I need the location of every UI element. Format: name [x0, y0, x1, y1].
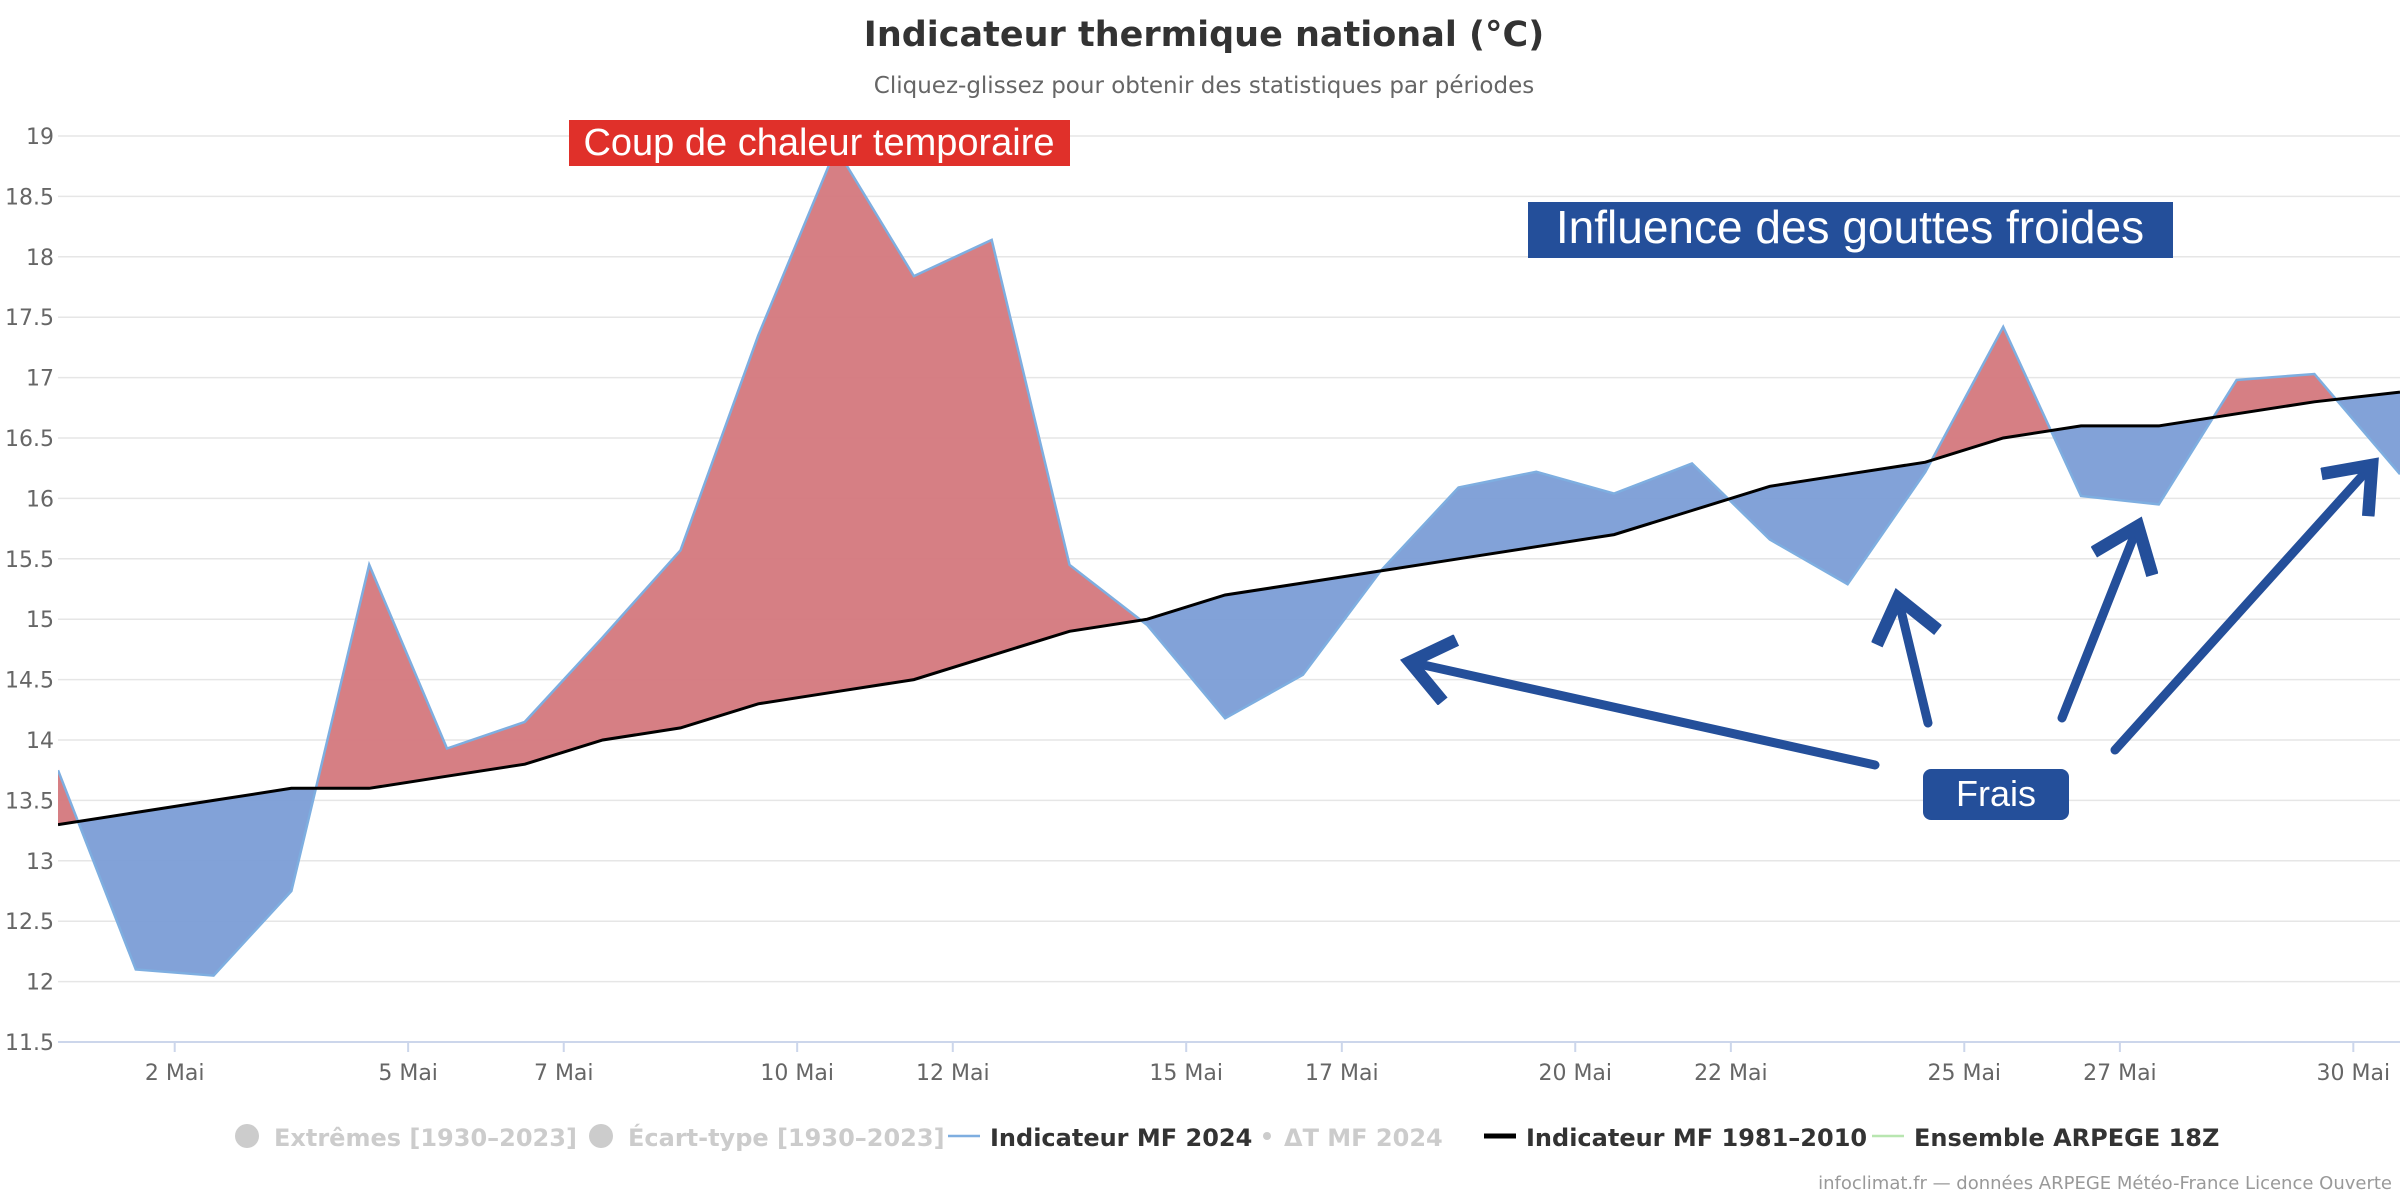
legend: Extrêmes [1930–2023] Écart-type [1930–202… [235, 1123, 2219, 1152]
cool-anomaly-area [1140, 463, 1729, 719]
y-tick-label: 12 [26, 971, 54, 996]
annotation-frais-label: Frais [1956, 773, 2036, 814]
y-tick-label: 13.5 [5, 789, 54, 814]
y-tick-label: 11.5 [5, 1031, 54, 1056]
annotation-cold-drops-bg [1528, 202, 2173, 258]
warm-anomaly-area [1931, 326, 2051, 461]
warm-anomaly-area [315, 148, 1141, 789]
annotation-arrows [1410, 465, 2372, 770]
annotation-heatwave: Coup de chaleur temporaire [569, 120, 1070, 166]
y-tick-label: 16 [26, 487, 54, 512]
y-tick-label: 17 [26, 367, 54, 392]
x-tick-label: 5 Mai [378, 1061, 438, 1086]
chart-subtitle: Cliquez-glissez pour obtenir des statist… [874, 73, 1534, 99]
cool-anomaly-area [2050, 417, 2214, 505]
series-lines [58, 145, 2400, 977]
annotation-cold-drops-label: Influence des gouttes froides [1556, 201, 2144, 253]
annotation-heatwave-label: Coup de chaleur temporaire [583, 122, 1054, 164]
x-axis: 2 Mai 5 Mai 7 Mai 10 Mai 12 Mai 15 Mai 17 Mai 2… [145, 1042, 2390, 1086]
chart-title: Indicateur thermique national (°C) [864, 15, 1544, 55]
warm-anomaly-area [2213, 374, 2336, 418]
legend-label: ΔT MF 2024 [1284, 1124, 1443, 1152]
legend-label: Indicateur MF 2024 [990, 1124, 1252, 1152]
legend-label: Extrêmes [1930–2023] [274, 1124, 577, 1152]
y-tick-label: 15.5 [5, 548, 54, 573]
legend-item[interactable]: ΔT MF 2024 [1263, 1124, 1443, 1152]
x-tick-label: 27 Mai [2083, 1061, 2157, 1086]
y-tick-label: 18 [26, 246, 54, 271]
x-tick-label: 25 Mai [1927, 1061, 2001, 1086]
y-tick-label: 14.5 [5, 669, 54, 694]
cool-anomaly-area [1728, 460, 1932, 585]
arrow-to-may24 [1898, 598, 1928, 728]
x-tick-label: 20 Mai [1538, 1061, 1612, 1086]
x-tick-label: 2 Mai [145, 1061, 205, 1086]
y-tick-label: 19 [26, 125, 54, 150]
legend-label: Indicateur MF 1981–2010 [1526, 1124, 1867, 1152]
arrow-to-may30 [2110, 465, 2372, 755]
y-tick-label: 17.5 [5, 306, 54, 331]
x-tick-label: 7 Mai [534, 1061, 594, 1086]
legend-item[interactable]: Extrêmes [1930–2023] [235, 1124, 577, 1152]
y-tick-label: 15 [26, 608, 54, 633]
legend-dot-icon [1263, 1132, 1271, 1140]
x-tick-label: 22 Mai [1694, 1061, 1768, 1086]
x-tick-label: 15 Mai [1149, 1061, 1223, 1086]
legend-label: Ensemble ARPEGE 18Z [1914, 1124, 2219, 1152]
legend-label: Écart-type [1930–2023] [628, 1123, 945, 1152]
x-tick-label: 17 Mai [1305, 1061, 1379, 1086]
annotation-frais: Frais [1923, 769, 2069, 820]
legend-item[interactable]: Écart-type [1930–2023] [589, 1123, 945, 1152]
chart-credit[interactable]: infoclimat.fr — données ARPEGE Météo-Fra… [1818, 1173, 2392, 1194]
legend-item[interactable]: Ensemble ARPEGE 18Z [1872, 1124, 2219, 1152]
y-tick-label: 18.5 [5, 185, 54, 210]
y-tick-label: 16.5 [5, 427, 54, 452]
y-tick-label: 14 [26, 729, 54, 754]
x-tick-label: 10 Mai [760, 1061, 834, 1086]
grid [58, 135, 2400, 1043]
series-line-mf-2024[interactable] [58, 145, 2400, 977]
arrow-to-may27 [2057, 526, 2138, 723]
legend-item[interactable]: Indicateur MF 1981–2010 [1484, 1124, 1867, 1152]
y-tick-label: 13 [26, 850, 54, 875]
deviation-area [58, 148, 2400, 976]
y-tick-label: 12.5 [5, 910, 54, 935]
legend-item[interactable]: Indicateur MF 2024 [948, 1124, 1252, 1152]
legend-circle-icon [589, 1124, 613, 1148]
annotation-heatwave-bg [569, 120, 1070, 166]
x-tick-label: 12 Mai [916, 1061, 990, 1086]
y-axis: 11.5 12 12.5 13 13.5 14 14.5 15 15.5 16 16.5 17 17.5… [5, 125, 54, 1056]
legend-circle-icon [235, 1124, 259, 1148]
arrow-to-may16 [1410, 662, 1880, 770]
annotation-frais-bg [1923, 769, 2069, 820]
annotation-cold-drops: Influence des gouttes froides [1528, 201, 2173, 258]
series-line-mf-1981-2010[interactable] [58, 390, 2400, 827]
x-tick-label: 30 Mai [2317, 1061, 2391, 1086]
